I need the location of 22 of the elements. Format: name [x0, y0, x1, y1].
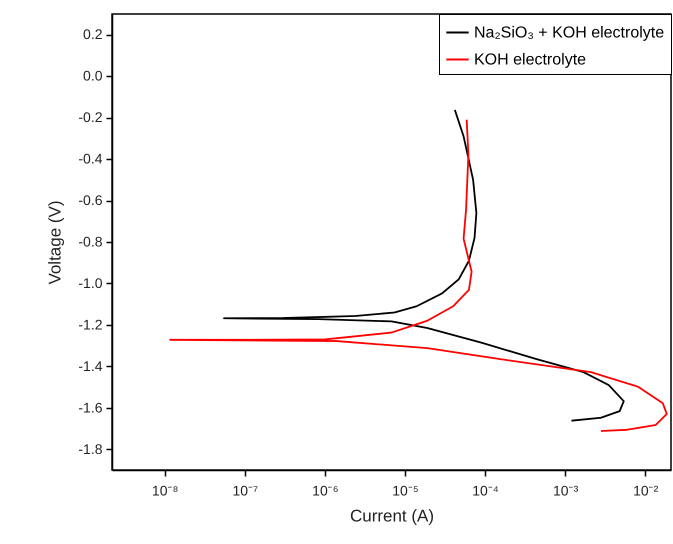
x-tick-label: 10⁻²: [633, 482, 659, 498]
y-tick-label: 0.0: [83, 68, 103, 84]
y-tick-label: -0.4: [78, 150, 103, 167]
x-tick-label: 10⁻⁷: [232, 482, 258, 498]
x-axis-title: Current (A): [350, 506, 434, 526]
y-tick-label: -1.2: [78, 316, 103, 332]
x-tick-label: 10⁻⁴: [472, 482, 499, 498]
x-tick-label: 10⁻⁶: [312, 482, 339, 498]
y-tick-label: -0.8: [78, 234, 103, 250]
y-tick-label: -1.8: [78, 440, 103, 457]
legend-label: Na₂SiO₃ + KOH electrolyte: [474, 24, 664, 42]
y-tick-label: 0.2: [83, 26, 103, 42]
legend-label: KOH electrolyte: [474, 52, 586, 68]
x-tick-label: 10⁻³: [552, 482, 579, 498]
y-tick-label: -0.2: [78, 109, 103, 126]
y-tick-label: -1.0: [78, 274, 103, 291]
y-tick-label: -0.6: [78, 192, 103, 208]
y-tick-label: -1.6: [78, 399, 103, 416]
y-tick-label: -1.4: [78, 358, 103, 374]
y-axis-title: Voltage (V): [45, 200, 64, 285]
x-tick-label: 10⁻⁵: [392, 482, 419, 498]
x-tick-label: 10⁻⁸: [152, 482, 178, 498]
